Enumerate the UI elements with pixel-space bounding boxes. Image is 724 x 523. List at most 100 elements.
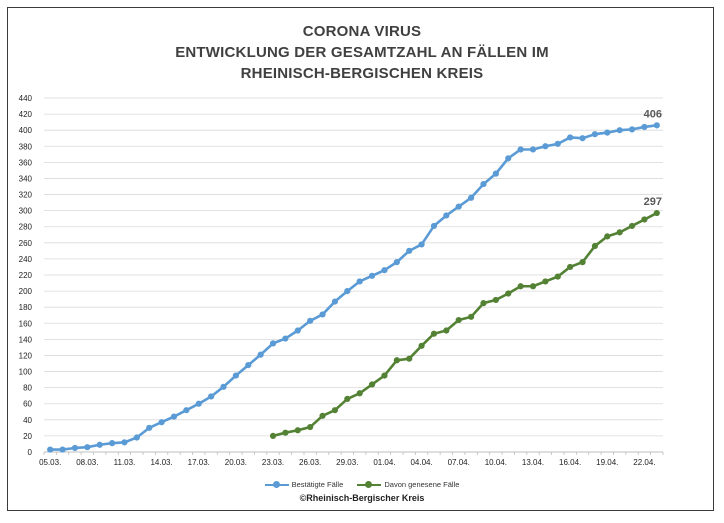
data-point-confirmed [232,372,239,379]
x-tick-label: 14.03. [150,458,172,467]
end-labels: 406 297 [644,108,662,208]
y-tick-label: 160 [19,319,33,328]
data-point-confirmed [220,383,227,390]
data-point-confirmed [257,351,264,358]
x-tick-label: 16.04. [559,458,581,467]
x-tick-label: 29.03. [336,458,358,467]
copyright-notice: ©Rheinisch-Bergischer Kreis [299,493,425,503]
data-point-confirmed [455,203,462,210]
data-point-recovered [591,242,599,250]
data-point-recovered [356,390,363,397]
y-tick-label: 400 [19,126,33,135]
legend-swatch-recovered [357,481,382,489]
data-point-confirmed [604,129,611,136]
data-point-confirmed [418,241,425,248]
chart-legend: Bestätigte Fälle Davon genesene Fälle [0,480,724,491]
data-point-recovered [529,283,537,290]
data-point-recovered [319,412,326,419]
axes: 0 20 40 60 80 100 120 140 160 180 200 220 240 260 280 3… [19,94,664,467]
legend-label-recovered: Davon genesene Fälle [384,480,460,489]
data-point-recovered [517,283,524,290]
data-point-confirmed [529,146,537,153]
data-point-confirmed [653,122,660,129]
data-point-recovered [567,263,574,271]
data-point-confirmed [542,143,549,150]
y-tick-label: 240 [19,255,33,264]
data-point-confirmed [468,194,475,201]
data-point-confirmed [480,180,487,188]
data-point-confirmed [406,247,413,254]
y-tick-label: 320 [19,191,33,200]
legend-item-confirmed: Bestätigte Fälle [264,480,344,489]
data-point-confirmed [641,123,648,131]
data-point-confirmed [554,140,561,147]
x-tick-label: 04.04. [410,458,432,467]
series-layer [47,122,660,453]
data-point-recovered [282,429,289,436]
y-tick-label: 360 [19,158,33,167]
data-point-confirmed [492,170,499,177]
data-point-confirmed [628,126,636,133]
data-point-confirmed [121,439,128,446]
legend-label-confirmed: Bestätigte Fälle [291,480,344,489]
data-point-confirmed [319,311,326,318]
data-point-confirmed [195,400,202,407]
legend-swatch-confirmed [264,481,289,489]
data-point-confirmed [505,155,512,162]
legend-item-recovered: Davon genesene Fälle [357,480,459,489]
y-tick-label: 440 [19,94,33,103]
x-tick-label: 20.03. [225,458,247,467]
x-tick-label: 05.03. [39,458,61,467]
data-point-recovered [368,381,376,388]
data-point-confirmed [245,362,252,369]
data-point-recovered [443,327,450,334]
x-tick-label: 22.04. [633,458,655,467]
x-tick-label: 11.03. [114,458,136,467]
y-tick-label: 300 [19,207,33,216]
data-point-recovered [393,357,400,364]
data-point-confirmed [47,446,54,453]
data-point-recovered [628,222,636,230]
data-point-confirmed [71,444,79,452]
data-point-confirmed [183,407,190,414]
data-point-confirmed [344,287,351,295]
data-point-recovered [492,296,499,304]
y-tick-label: 60 [23,400,32,409]
chart-title-line-2: ENTWICKLUNG DER GESAMTZAHL AN FÄLLEN IM [175,44,549,61]
data-point-confirmed [59,446,66,453]
y-tick-label: 80 [23,384,32,393]
data-point-recovered [480,300,487,307]
y-tick-label: 100 [19,368,33,377]
end-value-label-confirmed: 406 [644,108,662,120]
data-point-confirmed [170,413,178,420]
data-point-recovered [269,432,277,440]
y-tick-label: 180 [19,303,33,312]
y-tick-label: 280 [19,223,33,232]
x-tick-label: 13.04. [522,458,544,467]
data-point-recovered [542,278,549,285]
data-point-recovered [430,330,438,337]
data-point-recovered [579,259,586,266]
y-tick-label: 200 [19,287,33,296]
data-point-recovered [307,423,314,431]
y-tick-label: 0 [28,448,33,457]
data-point-confirmed [591,131,599,138]
y-tick-label: 340 [19,174,33,183]
data-point-confirmed [96,441,103,448]
data-point-confirmed [616,127,623,134]
y-tick-label: 420 [19,110,33,119]
end-value-label-recovered: 297 [644,196,662,208]
chart-title-line-3: RHEINISCH-BERGISCHEN KREIS [240,65,484,82]
y-tick-label: 120 [19,351,33,360]
data-point-recovered [381,372,388,379]
data-point-recovered [653,209,660,217]
x-tick-label: 10.04. [485,458,507,467]
data-point-confirmed [381,267,388,274]
x-tick-label: 01.04. [373,458,395,467]
data-point-confirmed [517,146,524,153]
data-point-confirmed [356,278,363,285]
data-point-recovered [406,355,413,362]
data-point-confirmed [294,327,301,334]
x-tick-label: 19.04. [596,458,618,467]
y-tick-label: 140 [19,335,33,344]
